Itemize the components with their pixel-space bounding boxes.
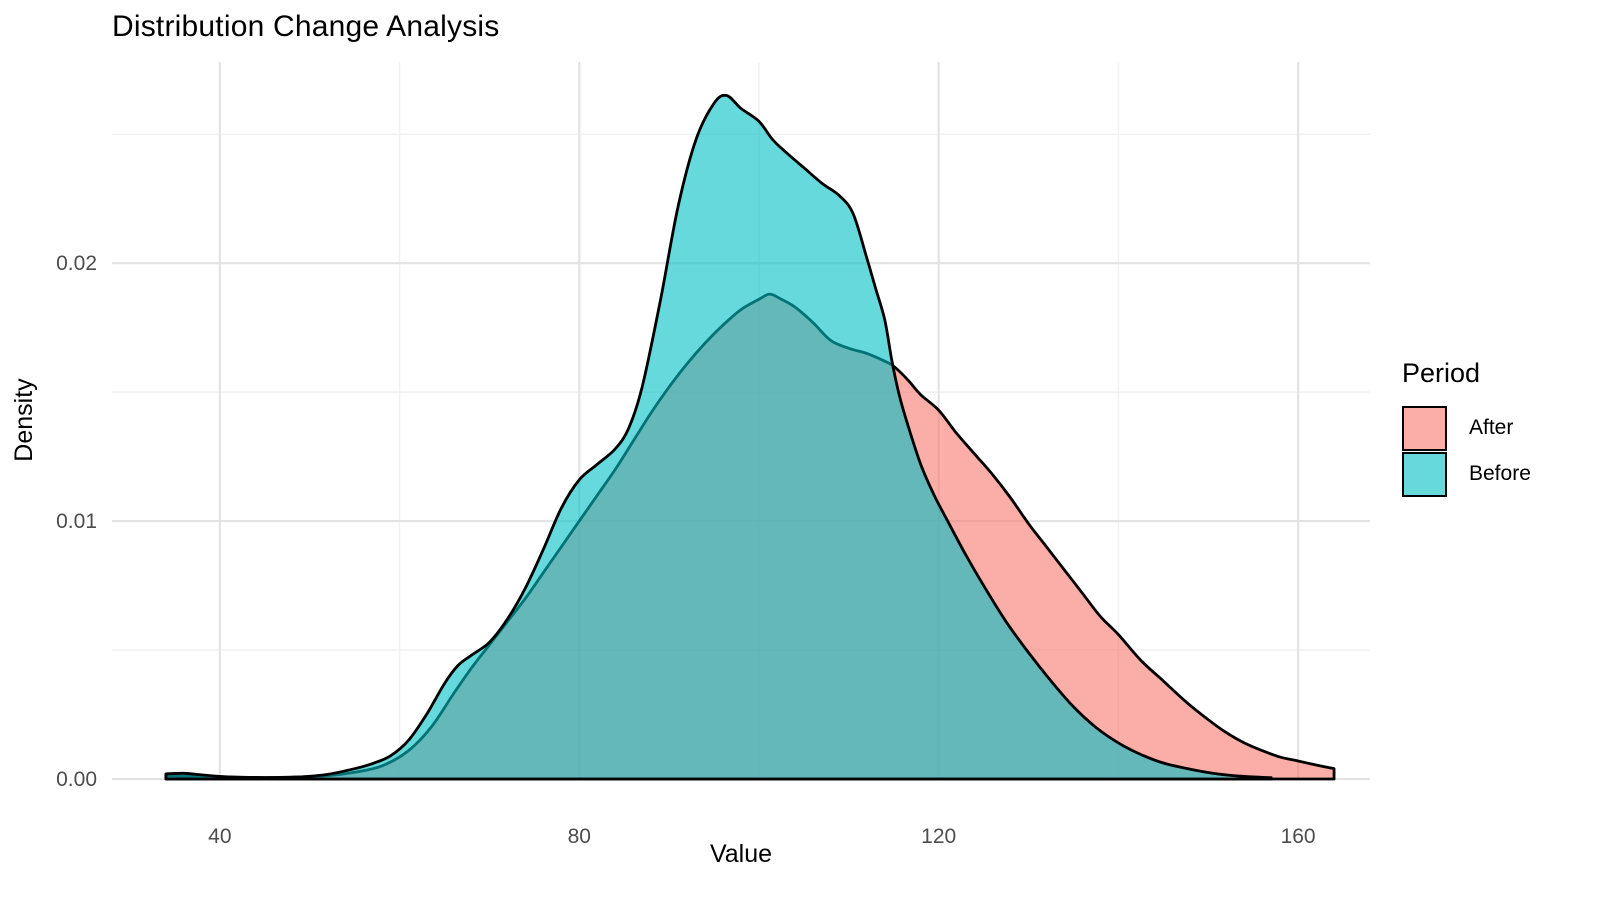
y-tick-label: 0.02 (56, 252, 97, 275)
density-areas (164, 93, 1336, 781)
y-tick-label: 0.00 (56, 768, 97, 791)
x-tick-label: 40 (208, 825, 231, 848)
legend-key-before (1402, 451, 1447, 497)
y-tick-label: 0.01 (56, 510, 97, 533)
x-tick-label: 160 (1281, 825, 1316, 848)
x-tick-label: 80 (568, 825, 591, 848)
x-axis-title: Value (710, 840, 772, 868)
y-axis-tick-labels: 0.00 0.01 0.02 (56, 252, 97, 791)
legend-title: Period (1402, 358, 1481, 388)
x-axis-tick-labels: 40 80 120 160 (208, 825, 1315, 848)
y-axis-title: Density (10, 378, 38, 462)
legend-item-before: Before (1402, 451, 1592, 497)
x-tick-label: 120 (921, 825, 956, 848)
legend-item-after: After (1402, 405, 1592, 451)
legend: Period After Before (1402, 358, 1592, 497)
chart-title: Distribution Change Analysis (112, 10, 500, 43)
density-area-before (164, 93, 1273, 781)
legend-label-after: After (1469, 416, 1514, 439)
legend-key-after (1402, 405, 1447, 451)
legend-label-before: Before (1469, 462, 1531, 485)
